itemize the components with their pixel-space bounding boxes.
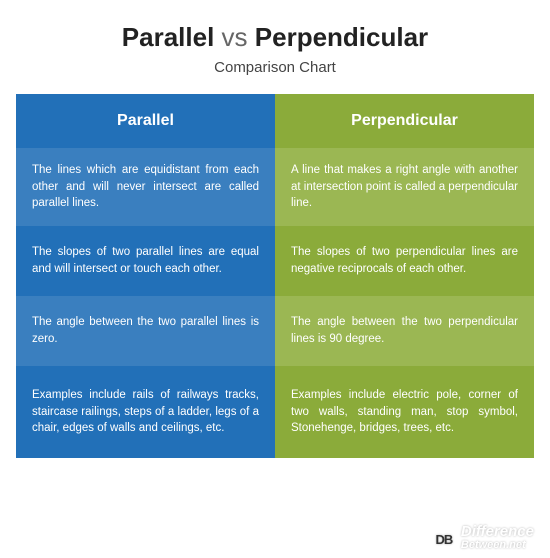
cell-perpendicular-slopes: The slopes of two perpendicular lines ar… (275, 226, 534, 296)
cell-parallel-slopes: The slopes of two parallel lines are equ… (16, 226, 275, 296)
page-title: Parallel vs Perpendicular (10, 22, 540, 53)
cell-parallel-examples: Examples include rails of railways track… (16, 366, 275, 458)
comparison-chart: Parallel The lines which are equidistant… (0, 94, 550, 458)
subtitle: Comparison Chart (10, 59, 540, 76)
column-parallel: Parallel The lines which are equidistant… (16, 94, 275, 458)
column-header-perpendicular: Perpendicular (275, 94, 534, 148)
logo-badge: DB (431, 528, 457, 550)
logo-text: Difference Between.net (461, 525, 534, 550)
logo-line1: Difference (461, 525, 534, 539)
title-right: Perpendicular (255, 22, 428, 52)
cell-perpendicular-examples: Examples include electric pole, corner o… (275, 366, 534, 458)
cell-perpendicular-angle: The angle between the two perpendicular … (275, 296, 534, 366)
title-left: Parallel (122, 22, 215, 52)
title-vs: vs (222, 22, 248, 52)
site-logo: DB Difference Between.net (431, 525, 534, 550)
column-perpendicular: Perpendicular A line that makes a right … (275, 94, 534, 458)
cell-parallel-angle: The angle between the two parallel lines… (16, 296, 275, 366)
cell-parallel-definition: The lines which are equidistant from eac… (16, 148, 275, 226)
header: Parallel vs Perpendicular Comparison Cha… (0, 0, 550, 94)
logo-line2: Between.net (461, 540, 534, 550)
column-header-parallel: Parallel (16, 94, 275, 148)
cell-perpendicular-definition: A line that makes a right angle with ano… (275, 148, 534, 226)
